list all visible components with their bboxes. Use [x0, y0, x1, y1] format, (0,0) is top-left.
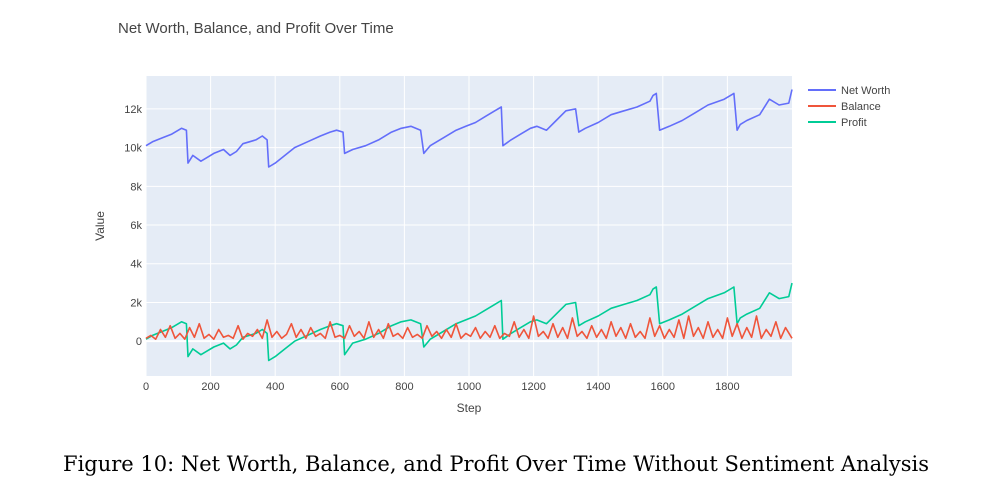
chart-title: Net Worth, Balance, and Profit Over Time: [118, 20, 394, 37]
grid: [145, 76, 792, 376]
chart: 0 200 400 600 800 1000 1200 1400 1600 1800 0 2k 4k 6…: [93, 20, 890, 415]
y-tick-label: 8k: [130, 181, 142, 193]
x-tick-label: 200: [201, 381, 219, 393]
legend-label: Profit: [841, 117, 867, 129]
figure-caption: Figure 10: Net Worth, Balance, and Profi…: [63, 452, 929, 476]
y-axis-title: Value: [93, 211, 107, 241]
legend-item-profit[interactable]: Profit: [808, 117, 867, 129]
series-line-balance: [145, 315, 793, 341]
x-axis-ticks: 0 200 400 600 800 1000 1200 1400 1600 1800: [143, 381, 740, 393]
y-tick-label: 2k: [130, 297, 142, 309]
y-axis-ticks: 0 2k 4k 6k 8k 10k 12k: [124, 104, 142, 348]
x-tick-label: 1000: [457, 381, 481, 393]
x-tick-label: 400: [266, 381, 284, 393]
x-tick-label: 0: [143, 381, 149, 393]
x-tick-label: 800: [395, 381, 413, 393]
series-line-net-worth: [145, 89, 793, 168]
legend-label: Net Worth: [841, 85, 890, 97]
legend-item-net-worth[interactable]: Net Worth: [808, 85, 890, 97]
x-tick-label: 1800: [715, 381, 739, 393]
x-tick-label: 1600: [651, 381, 675, 393]
y-tick-label: 0: [136, 336, 142, 348]
x-axis-title: Step: [457, 401, 482, 415]
y-tick-label: 12k: [124, 104, 142, 116]
series-lines: [145, 89, 793, 362]
x-tick-label: 1400: [586, 381, 610, 393]
legend-item-balance[interactable]: Balance: [808, 101, 881, 113]
legend-label: Balance: [841, 101, 881, 113]
series-line-profit: [145, 282, 793, 362]
x-tick-label: 1200: [521, 381, 545, 393]
x-tick-label: 600: [331, 381, 349, 393]
legend[interactable]: Net Worth Balance Profit: [808, 85, 890, 129]
y-tick-label: 6k: [130, 220, 142, 232]
y-tick-label: 4k: [130, 259, 142, 271]
y-tick-label: 10k: [124, 143, 142, 155]
